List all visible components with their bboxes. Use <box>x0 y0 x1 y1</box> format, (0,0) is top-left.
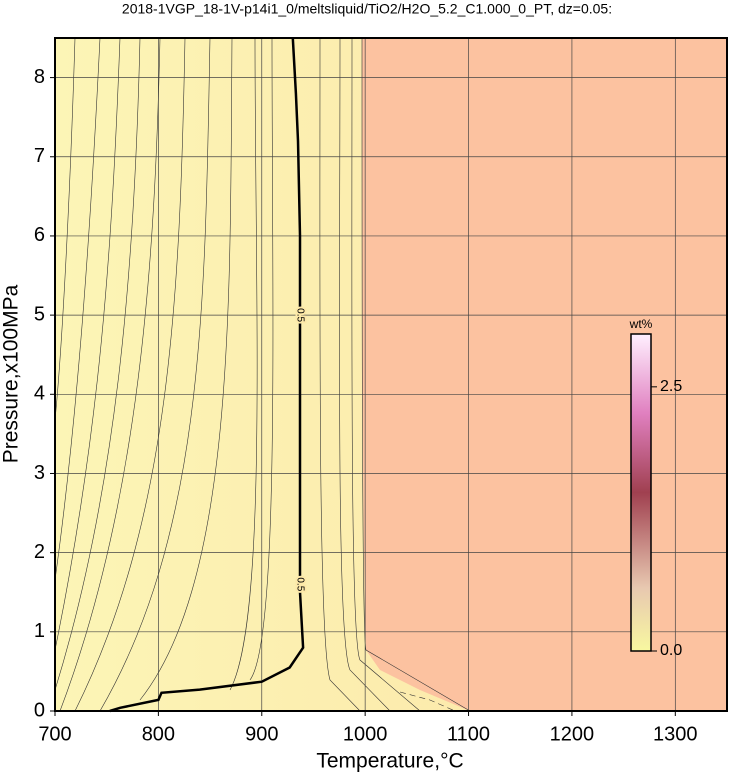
contour-lines <box>55 38 471 711</box>
y-tick-label: 8 <box>34 66 45 88</box>
colorbar-tick-label: 0.0 <box>660 642 682 659</box>
x-tick-label: 900 <box>245 723 278 745</box>
x-tick-label: 1300 <box>653 723 698 745</box>
y-axis-label: Pressure,x100MPa <box>0 284 23 463</box>
x-tick-label: 1000 <box>343 723 388 745</box>
y-tick-label: 4 <box>34 383 45 405</box>
y-tick-label: 1 <box>34 620 45 642</box>
y-tick-label: 0 <box>34 699 45 721</box>
contour-label: 0.5 <box>294 308 305 322</box>
contour-label: 0.5 <box>294 577 305 591</box>
x-tick-label: 1100 <box>447 723 490 745</box>
y-tick-label: 3 <box>34 462 45 484</box>
y-tick-label: 7 <box>34 145 45 167</box>
y-tick-label: 6 <box>34 224 45 246</box>
colorbar <box>630 333 652 652</box>
y-tick-label: 2 <box>34 541 45 563</box>
plot-frame <box>54 37 728 712</box>
plot-background <box>55 38 727 711</box>
x-tick-label: 1200 <box>550 723 595 745</box>
colorbar-tick-label: 2.5 <box>660 378 682 395</box>
chart-title: 2018-1VGP_18-1V-p14i1_0/meltsliquid/TiO2… <box>122 1 612 17</box>
x-tick-label: 800 <box>142 723 175 745</box>
x-tick-label: 700 <box>38 723 71 745</box>
x-axis-label: Temperature,°C <box>316 750 463 773</box>
colorbar-label: wt% <box>629 317 653 331</box>
y-tick-label: 5 <box>34 303 45 325</box>
contour-line <box>109 37 305 713</box>
